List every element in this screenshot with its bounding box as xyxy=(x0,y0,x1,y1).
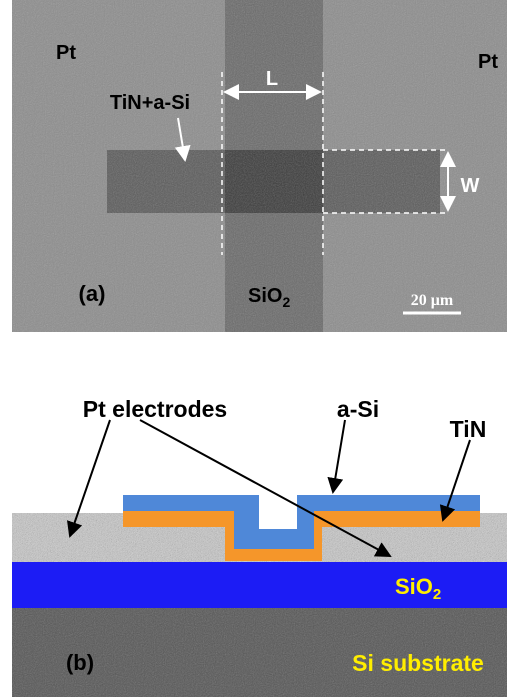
notch xyxy=(259,495,297,529)
pt-label: Pt xyxy=(478,51,498,73)
oxide-text: SiO xyxy=(248,285,282,307)
length-label: L xyxy=(266,68,278,90)
electrodes-label: Pt electrodes xyxy=(83,396,227,422)
oxide-text: SiO xyxy=(395,574,433,599)
width-label: W xyxy=(461,175,480,197)
pt-label: Pt xyxy=(56,42,76,64)
figure: Pt Pt TiN+a-Si L W (a) SiO2 20 μm Pt ele… xyxy=(0,0,519,697)
panel-label: (a) xyxy=(79,281,106,306)
tin-right xyxy=(322,511,480,527)
panel-b: Pt electrodes a-Si TiN SiO2 (b) Si subst… xyxy=(12,396,507,697)
asi-label: a-Si xyxy=(337,396,379,422)
page: Pt Pt TiN+a-Si L W (a) SiO2 20 μm Pt ele… xyxy=(0,0,519,697)
scale-label: 20 μm xyxy=(411,292,454,309)
tin-label: TiN xyxy=(450,416,487,442)
panel-a: Pt Pt TiN+a-Si L W (a) SiO2 20 μm xyxy=(12,0,507,332)
tin-left xyxy=(123,511,225,527)
oxide-sub: 2 xyxy=(282,294,290,310)
panel-label: (b) xyxy=(66,650,94,675)
substrate-label: Si substrate xyxy=(352,650,484,676)
electrode-label: TiN+a-Si xyxy=(110,92,190,114)
oxide-sub: 2 xyxy=(433,586,441,603)
